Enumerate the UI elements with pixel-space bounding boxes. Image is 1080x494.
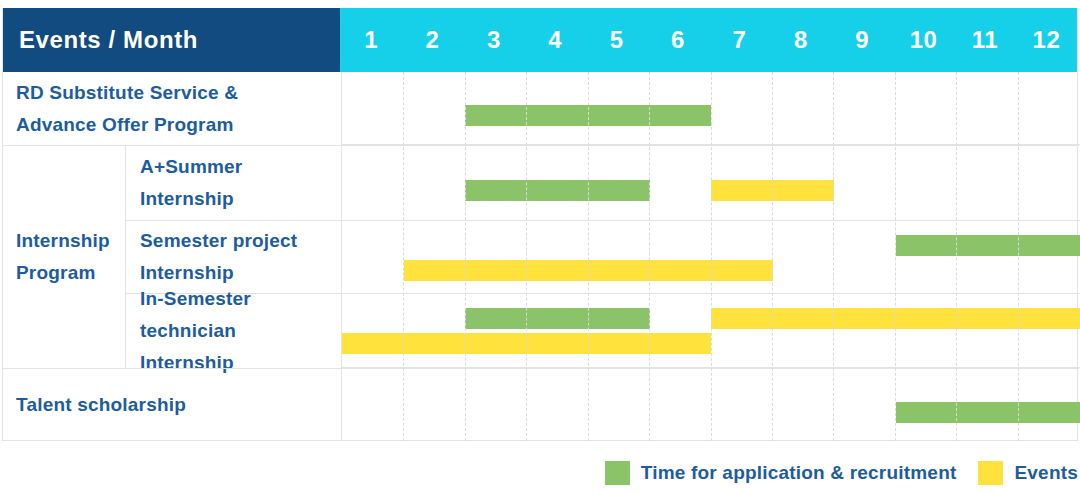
month-gridline bbox=[956, 72, 957, 441]
month-header-cell: 5 bbox=[586, 8, 647, 72]
month-header-cell: 6 bbox=[647, 8, 708, 72]
month-gridline bbox=[833, 72, 834, 441]
month-gridline bbox=[711, 72, 712, 441]
group-label-line: Program bbox=[16, 257, 119, 289]
group-label-line: Internship bbox=[16, 225, 119, 257]
month-gridline bbox=[465, 72, 466, 441]
row-label-line: Semester project bbox=[140, 225, 335, 257]
month-header-cell: 7 bbox=[709, 8, 770, 72]
month-gridline bbox=[588, 72, 589, 441]
table-header-row: Events / Month 123456789101112 bbox=[3, 8, 1077, 72]
month-header-cell: 8 bbox=[770, 8, 831, 72]
row-label-talent-scholarship: Talent scholarship bbox=[3, 368, 341, 441]
month-header-cell: 2 bbox=[402, 8, 463, 72]
legend-label-application: Time for application & recruitment bbox=[641, 462, 957, 484]
month-header-cell: 10 bbox=[893, 8, 954, 72]
application-color-swatch bbox=[605, 461, 630, 485]
row-label-line: In-Semester bbox=[140, 283, 335, 315]
legend-item-application: Time for application & recruitment bbox=[605, 461, 957, 485]
month-header-cell: 12 bbox=[1016, 8, 1077, 72]
events-month-header-cell: Events / Month bbox=[3, 8, 340, 72]
month-gridline bbox=[403, 72, 404, 441]
month-header-cell: 1 bbox=[340, 8, 401, 72]
legend: Time for application & recruitment Event… bbox=[605, 460, 1078, 486]
group-label-internship-program: Internship Program bbox=[3, 145, 126, 368]
table-title: Events / Month bbox=[19, 26, 198, 54]
events-color-swatch bbox=[978, 461, 1003, 485]
legend-item-events: Events bbox=[978, 461, 1078, 485]
month-gridline bbox=[1018, 72, 1019, 441]
month-header-cell: 4 bbox=[525, 8, 586, 72]
events-month-table: Events / Month 123456789101112 RD Substi… bbox=[2, 8, 1078, 441]
table-body: RD Substitute Service & Advance Offer Pr… bbox=[3, 72, 1079, 441]
month-gridline bbox=[526, 72, 527, 441]
gantt-bar bbox=[896, 235, 1080, 256]
row-label-rd-substitute: RD Substitute Service & Advance Offer Pr… bbox=[3, 72, 341, 145]
row-label-line: Internship bbox=[140, 183, 335, 215]
month-gridline bbox=[649, 72, 650, 441]
timeline-grid bbox=[341, 72, 1079, 441]
row-label-line: A+Summer bbox=[140, 151, 335, 183]
legend-label-events: Events bbox=[1014, 462, 1078, 484]
row-label-in-semester-technician-internship: In-Semester technician Internship bbox=[126, 294, 341, 368]
row-label-line: Talent scholarship bbox=[16, 389, 335, 421]
row-label-line: Advance Offer Program bbox=[16, 109, 335, 141]
gantt-bar bbox=[465, 180, 650, 201]
month-header-cell: 3 bbox=[463, 8, 524, 72]
gantt-chart: Events / Month 123456789101112 RD Substi… bbox=[0, 0, 1080, 494]
gantt-bar bbox=[465, 308, 650, 329]
month-header-cell: 9 bbox=[832, 8, 893, 72]
month-header-cell: 11 bbox=[954, 8, 1015, 72]
month-header-strip: 123456789101112 bbox=[340, 8, 1077, 72]
gantt-bar bbox=[896, 402, 1080, 423]
month-gridline bbox=[895, 72, 896, 441]
month-gridline bbox=[772, 72, 773, 441]
row-label-line: RD Substitute Service & bbox=[16, 77, 335, 109]
row-label-a-summer-internship: A+Summer Internship bbox=[126, 145, 341, 221]
